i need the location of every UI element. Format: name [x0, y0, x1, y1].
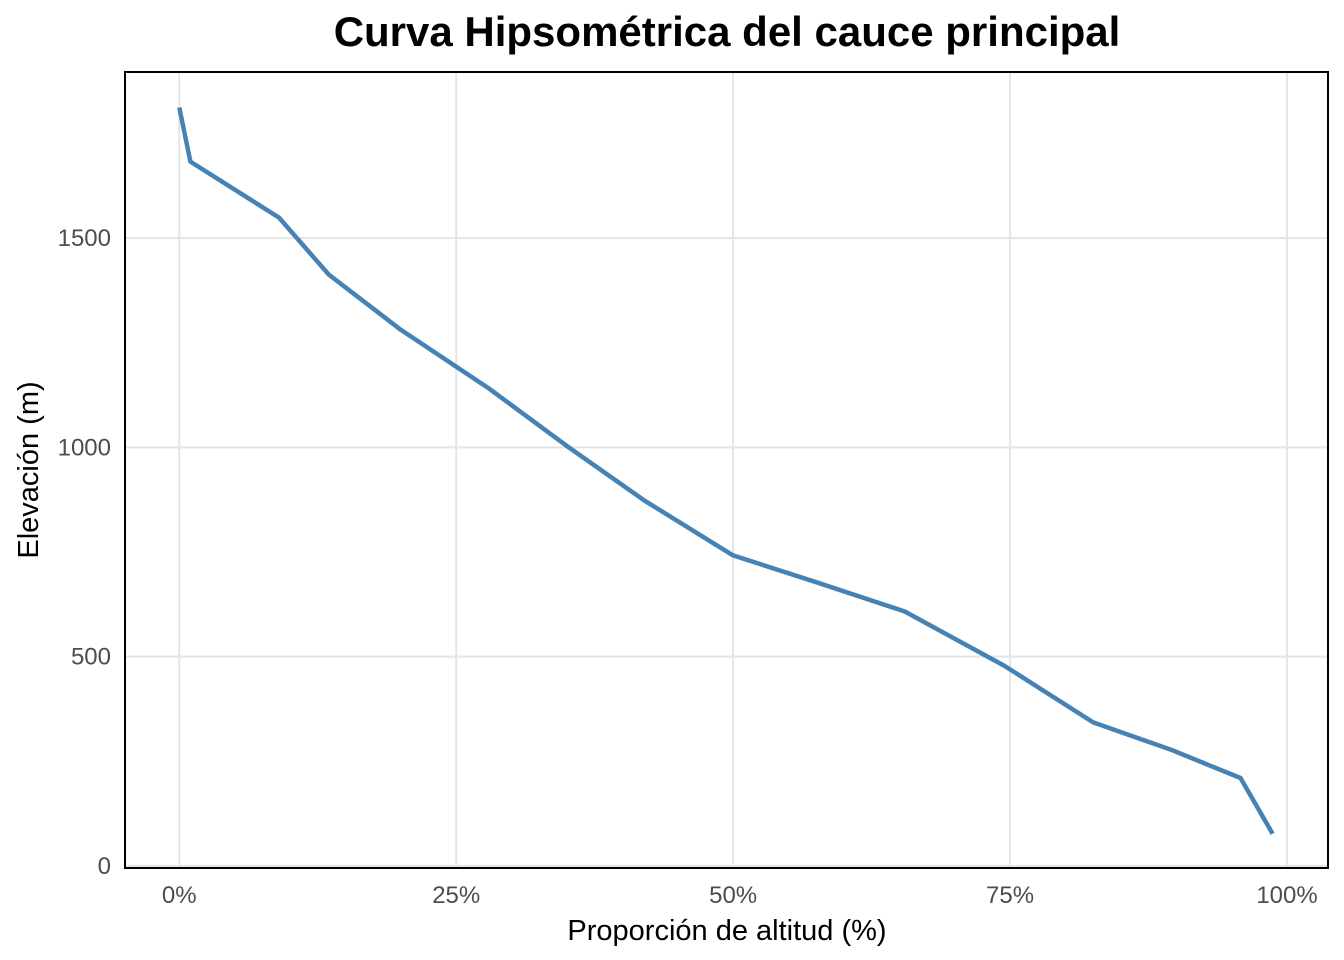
x-tick-label: 50% [709, 882, 757, 909]
y-tick-label: 1500 [58, 225, 111, 252]
chart-title: Curva Hipsométrica del cauce principal [334, 8, 1121, 55]
series-line-0 [177, 107, 1275, 835]
x-tick-label: 25% [432, 882, 480, 909]
x-axis-tick-labels: 0% 25% 50% 75% 100% [162, 882, 1318, 909]
y-axis-tick-labels: 0 500 1000 1500 [58, 225, 111, 880]
x-tick-label: 75% [986, 882, 1034, 909]
plot-panel-border [124, 71, 1329, 869]
y-tick-label: 500 [71, 644, 111, 671]
x-axis-title: Proporción de altitud (%) [567, 915, 886, 947]
gridlines [125, 72, 1328, 868]
series-lines [177, 107, 1275, 835]
x-tick-label: 0% [162, 882, 197, 909]
y-tick-label: 0 [98, 853, 111, 880]
x-tick-label: 100% [1256, 882, 1317, 909]
y-axis-title: Elevación (m) [13, 381, 45, 558]
y-tick-label: 1000 [58, 434, 111, 461]
